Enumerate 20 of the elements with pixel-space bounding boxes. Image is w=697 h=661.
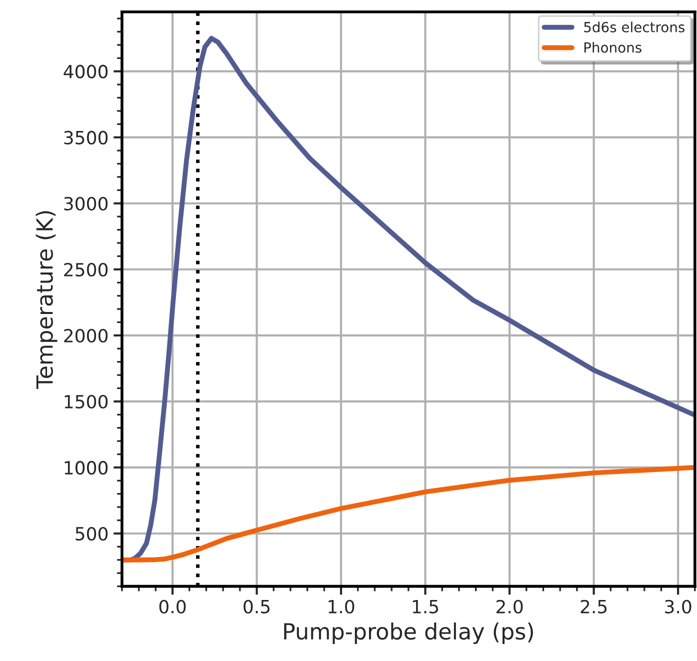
- x-axis-title: Pump-probe delay (ps): [284, 622, 533, 644]
- x-tick-label: 0.5: [244, 600, 270, 614]
- y-tick-label: 500: [76, 526, 108, 541]
- legend-label: Phonons: [584, 42, 642, 53]
- x-tick-label: 3.0: [665, 600, 692, 614]
- line-series: [122, 465, 695, 562]
- x-tick-label: 2.5: [580, 600, 607, 614]
- y-axis-title: Temperature (K): [36, 211, 58, 390]
- y-tick-label: 2000: [64, 328, 108, 343]
- x-tick-label: 0.0: [159, 600, 186, 614]
- x-tick-label: 2.0: [496, 600, 523, 614]
- y-tick-label: 2500: [64, 262, 108, 277]
- y-tick-label: 1500: [64, 394, 108, 409]
- x-tick-label: 1.5: [412, 600, 438, 614]
- y-tick-label: 3000: [64, 196, 108, 210]
- y-tick-label: 3500: [64, 130, 108, 144]
- y-tick-label: 4000: [64, 64, 108, 78]
- x-tick-label: 1.0: [328, 600, 354, 614]
- legend-label: 5d6s electrons: [584, 22, 685, 32]
- y-tick-label: 1000: [64, 460, 108, 475]
